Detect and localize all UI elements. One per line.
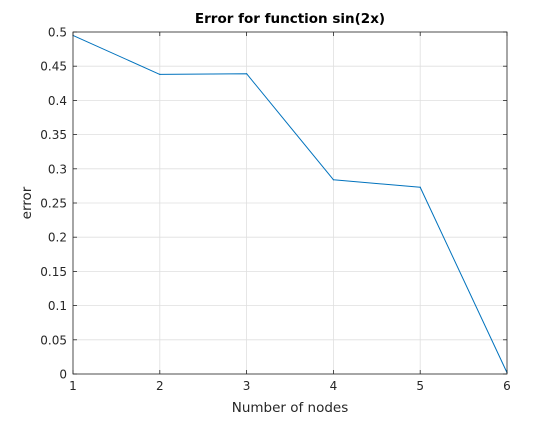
data-point (332, 179, 334, 181)
x-axis-label: Number of nodes (232, 400, 349, 416)
y-tick-label: 0.15 (40, 265, 67, 279)
x-tick-label: 6 (503, 379, 511, 393)
data-point (159, 73, 161, 76)
y-tick-label: 0.3 (48, 162, 67, 176)
y-tick-label: 0.2 (48, 231, 67, 245)
tick-marks (72, 31, 508, 375)
y-tick-label: 0.1 (48, 299, 67, 313)
y-tick-label: 0.35 (40, 128, 67, 142)
x-tick-label: 5 (416, 379, 424, 393)
y-tick-label: 0.5 (48, 26, 67, 40)
y-tick-label: 0.4 (48, 94, 67, 108)
x-tick-labels: 1 2 3 4 5 6 (69, 379, 511, 393)
x-tick-label: 4 (330, 379, 338, 393)
data-point (246, 73, 248, 75)
chart-title: Error for function sin(2x) (195, 11, 385, 27)
y-tick-labels: 0 0.05 0.1 0.15 0.2 0.25 0.3 0.35 0.4 0.45 0.5 (40, 26, 67, 382)
y-tick-label: 0 (59, 368, 67, 382)
x-tick-label: 2 (156, 379, 164, 393)
y-tick-label: 0.45 (40, 60, 67, 74)
y-axis-label: error (19, 186, 35, 219)
y-tick-label: 0.25 (40, 197, 67, 211)
y-tick-label: 0.05 (40, 333, 67, 347)
grid (72, 31, 508, 375)
data-point (419, 186, 421, 188)
x-tick-label: 3 (243, 379, 251, 393)
x-tick-label: 1 (69, 379, 77, 393)
series-line (72, 34, 508, 373)
